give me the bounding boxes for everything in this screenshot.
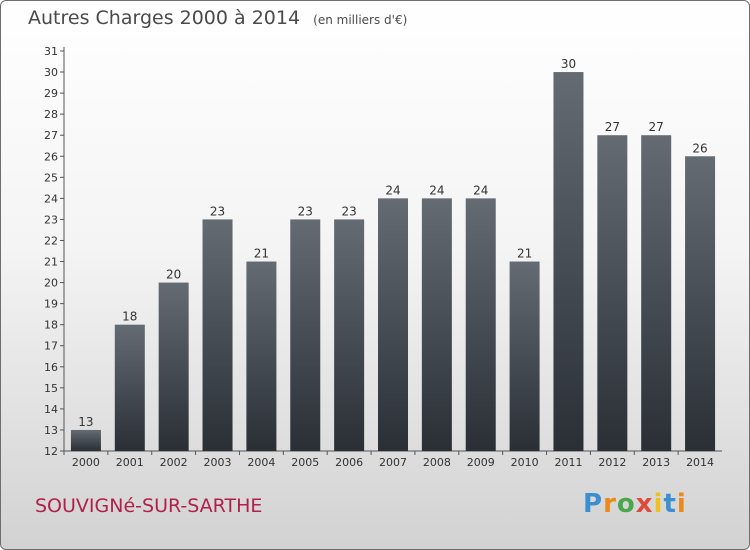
bar-2006	[334, 219, 365, 451]
data-label: 20	[166, 268, 181, 282]
y-tick-label: 27	[44, 129, 58, 142]
logo-letter: o	[616, 489, 636, 519]
x-tick-label: 2008	[423, 456, 451, 469]
y-tick-label: 21	[44, 256, 58, 269]
labels-layer: 13 18 20 23 21 23 23 24 24 24 21 30 27 27 26	[78, 57, 707, 429]
data-label: 23	[341, 204, 356, 218]
y-tick-label: 20	[44, 277, 58, 290]
x-tick-label: 2001	[116, 456, 144, 469]
x-tick-label: 2007	[379, 456, 407, 469]
bar-2000	[70, 429, 101, 451]
logo-letter: x	[635, 489, 654, 519]
data-label: 24	[473, 183, 488, 197]
bar-2004	[246, 261, 277, 451]
proxiti-logo[interactable]: Proxiti	[583, 489, 687, 519]
y-tick-label: 16	[44, 361, 58, 374]
bar-2008	[421, 198, 452, 451]
chart-title: Autres Charges 2000 à 2014	[28, 7, 301, 29]
bar-2010	[509, 261, 540, 451]
y-tick-label: 23	[44, 213, 58, 226]
y-tick-label: 12	[44, 445, 58, 458]
data-label: 27	[605, 120, 620, 134]
data-label: 30	[561, 57, 576, 71]
data-label: 24	[429, 183, 444, 197]
x-tick-label: 2014	[686, 456, 714, 469]
data-label: 13	[78, 415, 93, 429]
logo-letter: t	[663, 489, 677, 519]
data-label: 26	[692, 141, 707, 155]
x-tick-label: 2005	[291, 456, 319, 469]
x-tick-label: 2012	[598, 456, 626, 469]
commune-name: SOUVIGNé-SUR-SARTHE	[35, 495, 263, 517]
y-tick-label: 31	[44, 45, 58, 58]
x-tick-label: 2010	[511, 456, 539, 469]
y-tick-label: 18	[44, 319, 58, 332]
logo-letter: r	[603, 489, 617, 519]
bar-2001	[114, 324, 145, 451]
y-tick-label: 28	[44, 108, 58, 121]
bar-2002	[158, 282, 189, 451]
x-tick-label: 2004	[247, 456, 275, 469]
data-label: 27	[649, 120, 664, 134]
logo-letter: i	[676, 489, 687, 519]
x-tick-label: 2000	[72, 456, 100, 469]
y-tick-label: 13	[44, 424, 58, 437]
title-row: Autres Charges 2000 à 2014 (en milliers …	[28, 7, 407, 29]
bar-2011	[553, 72, 584, 451]
x-tick-label: 2006	[335, 456, 363, 469]
logo-letter: i	[653, 489, 664, 519]
chart-subtitle: (en milliers d'€)	[313, 13, 408, 27]
x-tick-label: 2013	[642, 456, 670, 469]
y-tick-label: 17	[44, 340, 58, 353]
y-tick-label: 19	[44, 298, 58, 311]
y-tick-label: 30	[44, 66, 58, 79]
y-tick-label: 29	[44, 87, 58, 100]
y-tick-label: 26	[44, 150, 58, 163]
bar-2013	[641, 135, 672, 452]
data-label: 21	[517, 247, 532, 261]
logo-letter: P	[583, 489, 604, 519]
bar-2003	[202, 219, 233, 451]
bar-2012	[597, 135, 628, 452]
y-tick-label: 22	[44, 234, 58, 247]
bar-2009	[465, 198, 496, 451]
x-tick-label: 2003	[204, 456, 232, 469]
data-label: 23	[210, 204, 225, 218]
x-tick-label: 2009	[467, 456, 495, 469]
y-tick-label: 14	[44, 403, 58, 416]
data-label: 18	[122, 310, 137, 324]
data-label: 21	[254, 247, 269, 261]
y-tick-label: 24	[44, 192, 58, 205]
y-tick-label: 25	[44, 171, 58, 184]
bar-2014	[685, 156, 716, 451]
bars-layer	[70, 72, 716, 452]
data-label: 24	[385, 183, 400, 197]
x-tick-label: 2011	[554, 456, 582, 469]
bar-2005	[290, 219, 321, 451]
bar-2007	[378, 198, 408, 451]
y-tick-label: 15	[44, 382, 58, 395]
data-label: 23	[298, 204, 313, 218]
x-tick-label: 2002	[160, 456, 188, 469]
